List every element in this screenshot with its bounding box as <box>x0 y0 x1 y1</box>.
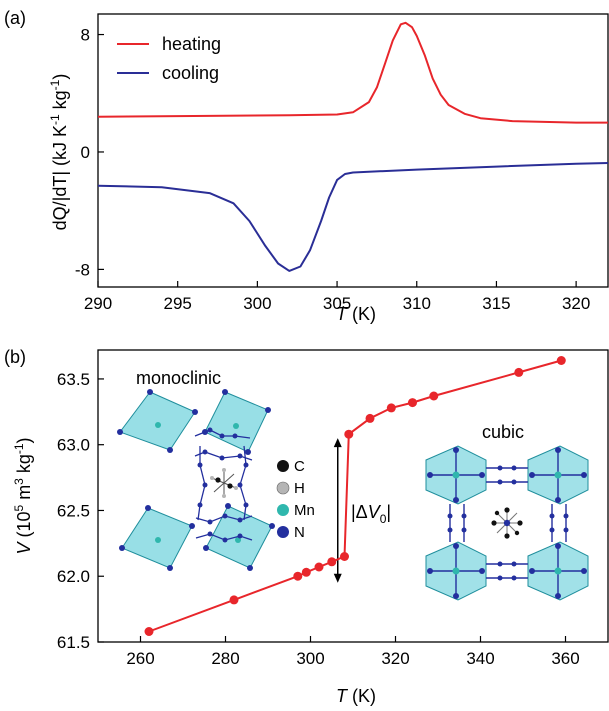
monoclinic-structure-image <box>117 389 275 571</box>
volume-point <box>314 562 324 572</box>
panel-b-frame <box>97 349 609 643</box>
series-line-cooling <box>97 162 609 272</box>
b-ytick-label: 61.5 <box>57 633 90 652</box>
b-xtick-label: 340 <box>466 649 494 668</box>
legend-heating-label: heating <box>162 34 221 54</box>
volume-point <box>344 429 354 439</box>
delta-v0-arrowhead-up <box>333 438 342 448</box>
panel-a: (a) 290 295 300 305 310 315 320 8 0 -8 heating c… <box>4 8 609 324</box>
legend-cooling-label: cooling <box>162 63 219 83</box>
b-ytick-label: 62.0 <box>57 567 90 586</box>
atom-N-label: N <box>294 524 305 541</box>
a-ytick-label: -8 <box>75 260 90 279</box>
cubic-label: cubic <box>482 422 524 442</box>
monoclinic-label: monoclinic <box>136 368 221 388</box>
b-ytick-label: 63.0 <box>57 436 90 455</box>
a-ytick-label: 8 <box>81 26 90 45</box>
delta-v0-arrowhead-down <box>333 573 342 583</box>
volume-point <box>556 356 566 365</box>
volume-point <box>365 413 375 423</box>
volume-point <box>429 391 439 401</box>
panel-a-frame <box>97 13 609 288</box>
volume-point <box>327 557 337 567</box>
b-xtick-label: 260 <box>126 649 154 668</box>
volume-point <box>408 398 417 408</box>
a-xtick-label: 315 <box>482 294 510 313</box>
atom-H-icon <box>276 481 290 495</box>
delta-v0-annotation: |ΔV0| <box>333 438 391 583</box>
cubic-structure-image <box>425 445 589 601</box>
series-line-heating <box>97 21 608 124</box>
b-xtick-label: 320 <box>381 649 409 668</box>
volume-line <box>148 359 562 633</box>
volume-point <box>386 403 396 413</box>
a-xtick-label: 320 <box>562 294 590 313</box>
panel-a-xlabel: T (K) <box>336 304 376 324</box>
volume-point <box>144 627 154 636</box>
panel-a-label: (a) <box>4 8 26 28</box>
panel-b-label: (b) <box>4 347 26 367</box>
volume-point <box>301 567 311 577</box>
volume-point <box>340 552 349 561</box>
a-xtick-label: 290 <box>84 294 112 313</box>
a-xtick-label: 295 <box>164 294 192 313</box>
volume-point <box>229 595 239 605</box>
volume-point <box>293 571 303 581</box>
atom-H-label: H <box>294 480 305 497</box>
panel-b: (b) 260 280 300 320 340 360 61.5 62.0 62.5 63.0 6… <box>4 347 609 706</box>
panel-a-ylabel: dQ/|dT| (kJ K-1 kg-1) <box>48 74 70 231</box>
a-ytick-label: 0 <box>81 143 90 162</box>
panel-b-xlabel: T (K) <box>336 686 376 706</box>
b-ytick-label: 62.5 <box>57 501 90 520</box>
b-xtick-label: 300 <box>296 649 324 668</box>
delta-v0-label: |ΔV0| <box>351 502 391 526</box>
a-xtick-label: 310 <box>403 294 431 313</box>
atom-C-icon <box>277 460 289 472</box>
atom-Mn-label: Mn <box>294 502 315 519</box>
b-ytick-label: 63.5 <box>57 370 90 389</box>
a-xtick-label: 300 <box>243 294 271 313</box>
volume-point <box>514 367 524 377</box>
b-xtick-label: 280 <box>211 649 239 668</box>
atom-C-label: C <box>294 458 305 475</box>
panel-b-ylabel: V (105 m3 kg-1) <box>12 437 34 554</box>
atom-Mn-icon <box>277 504 289 516</box>
a-xtick-label: 305 <box>323 294 351 313</box>
legend: heating cooling <box>117 34 221 83</box>
b-xtick-label: 360 <box>551 649 579 668</box>
atom-legend: C H Mn N <box>276 458 315 541</box>
atom-N-icon <box>277 526 289 538</box>
